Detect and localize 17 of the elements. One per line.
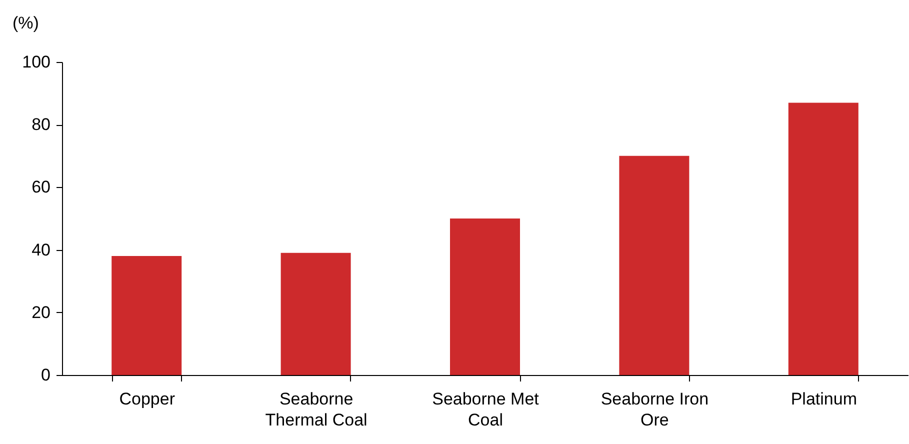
x-tick-label: Platinum [790, 390, 857, 408]
y-tick-label: 100 [22, 52, 50, 72]
y-tick-label: 0 [41, 366, 50, 384]
bar [788, 102, 858, 375]
bar [619, 156, 690, 375]
y-axis-title: (%) [12, 14, 39, 32]
y-tick-label: 80 [32, 115, 50, 134]
bar [450, 218, 520, 375]
x-tick-label: Copper [119, 390, 176, 408]
x-tick-label: Seaborne Thermal Coal [265, 390, 368, 430]
y-tick-label: 20 [32, 302, 50, 322]
y-tick-label: 40 [32, 240, 50, 260]
bar [280, 252, 351, 375]
x-tick-label: Seaborne Met Coal [432, 390, 540, 430]
y-tick-label: 60 [32, 178, 50, 197]
x-tick-label: Seaborne Iron Ore [600, 390, 709, 430]
bar [112, 256, 182, 375]
